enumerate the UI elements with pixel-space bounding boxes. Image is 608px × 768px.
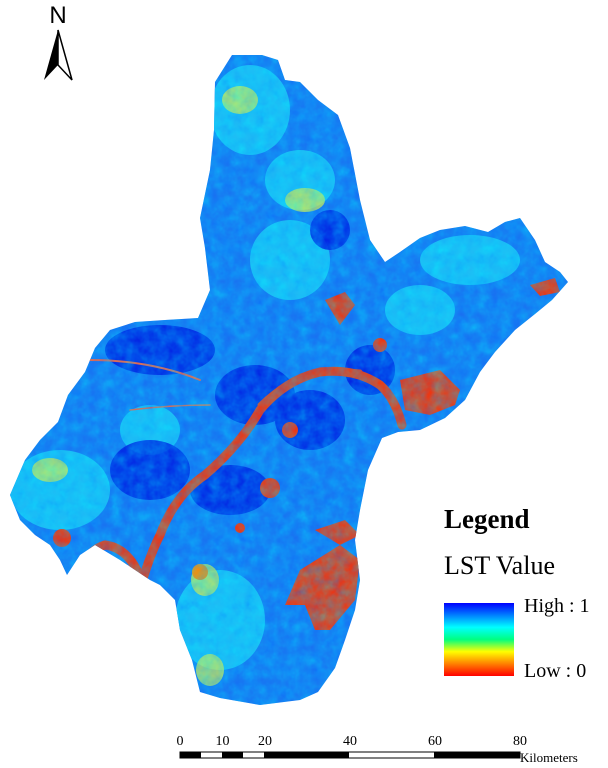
legend-low-label: Low : 0: [524, 660, 587, 682]
legend-color-ramp: [444, 603, 514, 676]
scale-tick-label: 80: [513, 734, 527, 749]
scale-tick-label: 10: [215, 734, 230, 749]
scale-units-label: Kilometers: [520, 750, 578, 765]
scale-tick-label: 40: [343, 734, 357, 749]
legend-high-label: High : 1: [524, 595, 590, 617]
legend-subtitle: LST Value: [444, 551, 555, 580]
scale-tick-label: 0: [176, 734, 184, 749]
north-arrow-icon: [44, 29, 73, 81]
legend-title: Legend: [444, 504, 530, 534]
north-label: N: [49, 2, 67, 29]
scale-tick-label: 20: [258, 734, 272, 749]
scale-tick-label: 60: [428, 734, 442, 749]
scale-bar: [179, 751, 521, 759]
